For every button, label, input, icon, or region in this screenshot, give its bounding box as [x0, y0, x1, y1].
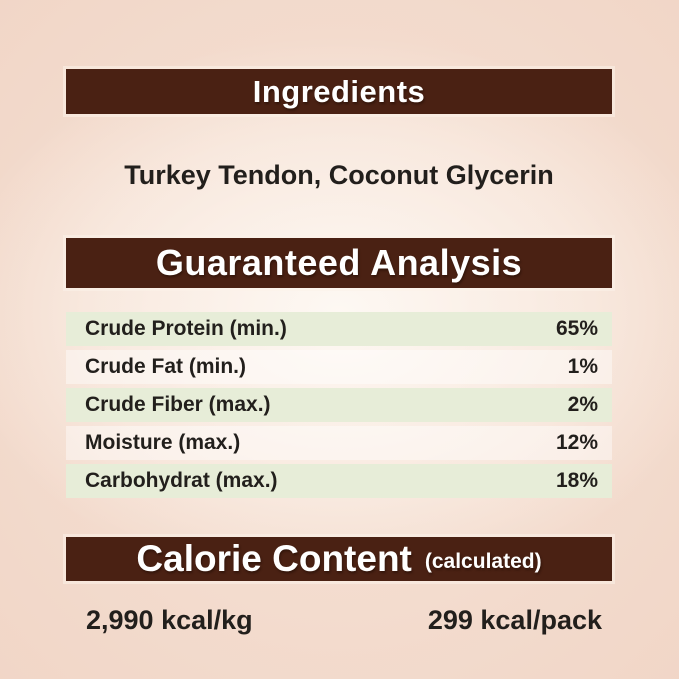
calorie-content-header-bar: Calorie Content (calculated)	[66, 537, 612, 581]
analysis-row-value: 65%	[555, 317, 598, 340]
analysis-row-moisture: Moisture (max.) 12%	[66, 426, 612, 460]
analysis-row-label: Crude Fiber (max.)	[85, 393, 271, 416]
calorie-calculated-note: (calculated)	[424, 550, 542, 573]
ingredients-header-bar: Ingredients	[66, 69, 612, 114]
ingredients-list: Turkey Tendon, Coconut Glycerin	[124, 160, 554, 190]
analysis-row-label: Moisture (max.)	[85, 431, 241, 454]
ingredients-header: Ingredients	[252, 73, 426, 109]
guaranteed-analysis-header: Guaranteed Analysis	[155, 242, 523, 283]
analysis-row-crude-fiber: Crude Fiber (max.) 2%	[66, 388, 612, 422]
analysis-row-carbohydrat: Carbohydrat (max.) 18%	[66, 464, 612, 498]
analysis-row-label: Crude Protein (min.)	[85, 317, 287, 340]
analysis-row-value: 18%	[555, 469, 598, 492]
analysis-row-value: 12%	[555, 431, 598, 454]
analysis-row-value: 1%	[567, 355, 598, 378]
calorie-per-kg: 2,990 kcal/kg	[86, 604, 253, 635]
analysis-row-crude-fat: Crude Fat (min.) 1%	[66, 350, 612, 384]
calorie-per-pack: 299 kcal/pack	[427, 604, 602, 635]
calorie-values-row: 2,990 kcal/kg 299 kcal/pack	[66, 601, 612, 639]
analysis-row-crude-protein: Crude Protein (min.) 65%	[66, 312, 612, 346]
analysis-row-value: 2%	[567, 393, 598, 416]
calorie-content-header: Calorie Content	[136, 538, 412, 579]
analysis-row-label: Crude Fat (min.)	[85, 355, 246, 378]
analysis-row-label: Carbohydrat (max.)	[85, 469, 278, 492]
guaranteed-analysis-table: Crude Protein (min.) 65% Crude Fat (min.…	[66, 312, 612, 502]
guaranteed-analysis-header-bar: Guaranteed Analysis	[66, 238, 612, 288]
